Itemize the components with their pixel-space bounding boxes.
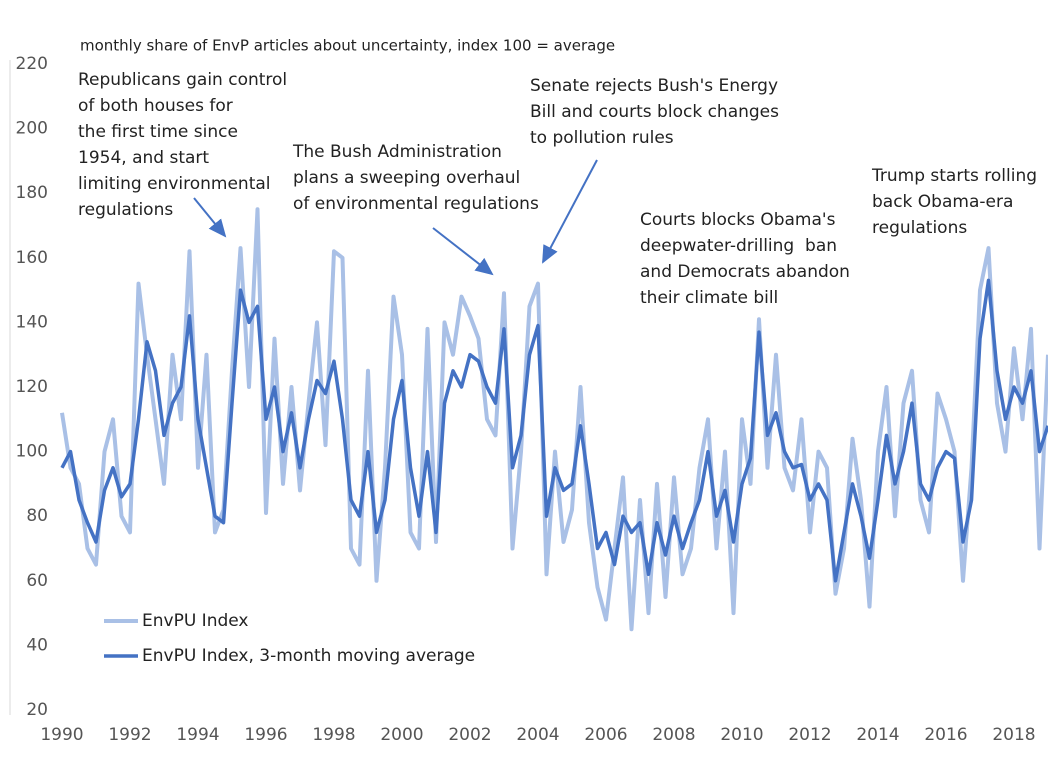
y-tick-label: 200 <box>16 119 48 139</box>
annotation: Trump starts rolling <box>871 166 1037 186</box>
legend-label: EnvPU Index, 3-month moving average <box>142 646 475 666</box>
annotation: 1954, and start <box>78 148 209 168</box>
series-line <box>60 278 1048 583</box>
x-tick-label: 1998 <box>312 725 355 745</box>
annotation: and Democrats abandon <box>640 262 850 282</box>
x-tick-label: 2002 <box>448 725 491 745</box>
x-tick-label: 2014 <box>856 725 899 745</box>
annotation: deepwater-drilling ban <box>640 236 837 256</box>
y-tick-label: 60 <box>26 571 48 591</box>
y-tick-label: 140 <box>16 312 48 332</box>
x-tick-label: 2004 <box>516 725 559 745</box>
legend-label: EnvPU Index <box>142 611 248 631</box>
y-tick-label: 80 <box>26 506 48 526</box>
x-tick-label: 2006 <box>584 725 627 745</box>
annotation: regulations <box>78 200 173 220</box>
annotation: the first time since <box>78 122 238 142</box>
annotation: their climate bill <box>640 288 778 308</box>
arrow <box>542 159 598 264</box>
x-tick-label: 2010 <box>720 725 763 745</box>
y-tick-label: 120 <box>16 377 48 397</box>
y-tick-label: 100 <box>16 442 48 462</box>
y-tick-label: 160 <box>16 248 48 268</box>
x-tick-label: 2000 <box>380 725 423 745</box>
x-tick-label: 2012 <box>788 725 831 745</box>
y-tick-label: 220 <box>16 54 48 74</box>
arrow <box>193 197 227 238</box>
annotation: of environmental regulations <box>293 194 539 214</box>
x-tick-label: 1990 <box>40 725 83 745</box>
arrows <box>193 159 598 276</box>
annotation: The Bush Administration <box>292 142 502 162</box>
x-tick-label: 2008 <box>652 725 695 745</box>
annotation: plans a sweeping overhaul <box>293 168 520 188</box>
x-tick-label: 1996 <box>244 725 287 745</box>
annotation: of both houses for <box>78 96 233 116</box>
y-tick-label: 180 <box>16 183 48 203</box>
x-tick-label: 1994 <box>176 725 219 745</box>
annotation: Republicans gain control <box>78 70 287 90</box>
x-tick-label: 2018 <box>992 725 1035 745</box>
chart-title: monthly share of EnvP articles about unc… <box>80 37 615 55</box>
x-tick-label: 1992 <box>108 725 151 745</box>
annotation: regulations <box>872 218 967 238</box>
y-tick-label: 20 <box>26 700 48 720</box>
y-tick-label: 40 <box>26 635 48 655</box>
annotation: limiting environmental <box>78 174 271 194</box>
annotation: Bill and courts block changes <box>530 102 779 122</box>
arrow <box>432 227 494 276</box>
annotation: Senate rejects Bush's Energy <box>530 76 778 96</box>
annotation: Courts blocks Obama's <box>640 210 836 230</box>
annotation: back Obama-era <box>872 192 1013 212</box>
x-tick-label: 2016 <box>924 725 967 745</box>
series-line <box>60 207 1048 632</box>
annotation: to pollution rules <box>530 128 674 148</box>
